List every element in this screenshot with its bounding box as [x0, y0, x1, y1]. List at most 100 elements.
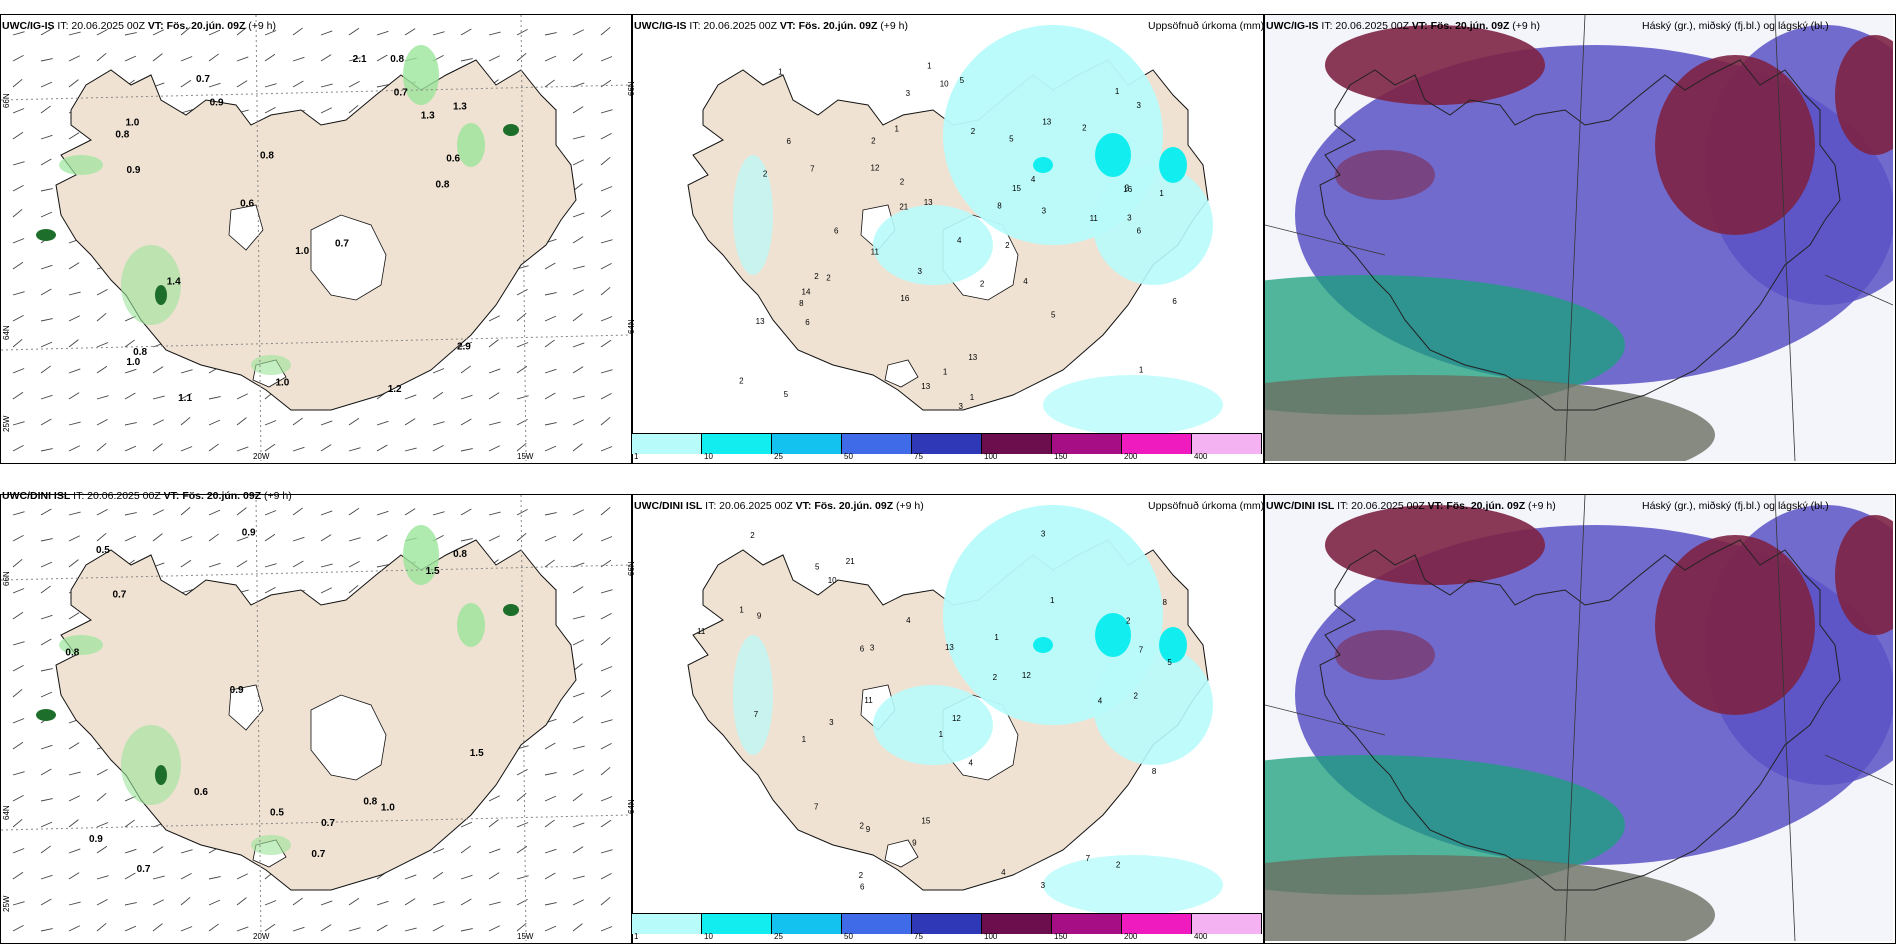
value-label: 5 [784, 390, 789, 399]
wind-barb [96, 52, 107, 62]
wind-barb [152, 419, 164, 426]
wind-barb [348, 417, 360, 426]
wind-barb [40, 418, 52, 426]
panel-header: UWC/IG-IS IT: 20.06.2025 00Z VT: Fös. 20… [1266, 20, 1541, 32]
value-label: 6 [805, 318, 810, 327]
value-label: 16 [1123, 185, 1132, 194]
wind-barb [40, 365, 51, 374]
value-label: 4 [1098, 696, 1103, 705]
wind-barb [12, 558, 23, 568]
field-blob [1835, 35, 1893, 155]
field-blob [1159, 627, 1187, 663]
wind-barb [96, 922, 107, 932]
field-blob [1325, 25, 1545, 105]
wind-barb [572, 419, 584, 426]
wind-barb [348, 447, 361, 452]
value-label: 7 [1139, 646, 1144, 655]
graticule-line [255, 15, 262, 461]
wind-barb [600, 416, 611, 426]
wind-barb [600, 766, 611, 776]
wind-barb [68, 872, 80, 880]
value-label: 1 [802, 735, 807, 744]
wind-barb [12, 108, 25, 114]
wind-barb [12, 924, 24, 932]
wind-barb [12, 161, 25, 166]
wind-barb [488, 535, 500, 542]
value-label: 2.1 [353, 54, 367, 65]
value-label: 9 [757, 611, 762, 620]
wind-barb [600, 239, 613, 244]
wind-barb [572, 793, 583, 802]
wind-barb [320, 563, 333, 568]
wind-barb [96, 28, 108, 36]
colorbar-tick: 10 [704, 932, 713, 941]
value-label: 0.6 [194, 787, 208, 798]
value-label: 2 [993, 673, 998, 682]
value-label: 1 [943, 367, 948, 376]
wind-barb [544, 315, 557, 322]
wind-barb [600, 689, 612, 698]
field-blob [36, 229, 56, 241]
field-blob [155, 285, 167, 305]
wind-barb [124, 925, 137, 932]
colorbar-swatch [1052, 914, 1122, 934]
field-blob [733, 635, 773, 755]
wind-barb [572, 692, 585, 698]
field-blob [457, 123, 485, 167]
wind-barb [208, 562, 221, 568]
wind-barb [600, 446, 613, 452]
wind-barb [572, 29, 584, 36]
value-label: 2 [860, 821, 865, 830]
field-blob [873, 205, 993, 285]
wind-barb [516, 52, 527, 62]
value-label: 11 [864, 696, 873, 705]
value-label: 8 [997, 202, 1002, 211]
wind-barb [12, 184, 24, 192]
wind-barb [236, 507, 247, 516]
colorbar-tick: 150 [1054, 932, 1068, 941]
wind-barb [264, 83, 277, 88]
value-label: 2 [971, 127, 976, 136]
wind-barb [40, 81, 53, 88]
wind-barb [236, 56, 249, 62]
projection-line [1774, 15, 1796, 461]
wind-barb [40, 134, 53, 140]
colorbar-tick: 150 [1054, 452, 1068, 461]
value-label: 7 [1086, 854, 1091, 863]
wind-barb [320, 534, 332, 542]
value-label: 2 [900, 178, 905, 187]
wind-barb [12, 511, 25, 516]
value-label: 3 [829, 718, 834, 727]
wind-barb [96, 532, 107, 542]
wind-barb [572, 562, 585, 568]
value-label: 6 [834, 227, 839, 236]
lon-label: 15W [517, 932, 534, 941]
wind-barb [236, 417, 247, 426]
wind-barb [404, 28, 416, 36]
wind-barb [544, 742, 556, 750]
wind-barb [68, 55, 80, 62]
wind-barb [544, 422, 557, 426]
glacier [884, 839, 919, 868]
wind-barb [40, 898, 52, 906]
wind-barb [376, 534, 388, 542]
wind-barb [600, 286, 611, 296]
wind-barb [208, 82, 221, 88]
glacier [228, 204, 264, 251]
wind-barb [208, 396, 221, 400]
wind-barb [124, 422, 137, 426]
colorbar-swatch [632, 434, 702, 454]
wind-barb [488, 445, 500, 452]
wind-barb [68, 291, 81, 296]
wind-barb [12, 588, 25, 594]
field-blob [121, 245, 181, 325]
wind-barb [516, 922, 527, 932]
wind-barb [96, 312, 107, 322]
wind-barb [572, 586, 584, 594]
coastline [1319, 59, 1841, 411]
wind-barb [460, 341, 473, 348]
wind-barb [180, 26, 191, 36]
wind-barb [544, 848, 557, 854]
value-label: 21 [899, 203, 908, 212]
